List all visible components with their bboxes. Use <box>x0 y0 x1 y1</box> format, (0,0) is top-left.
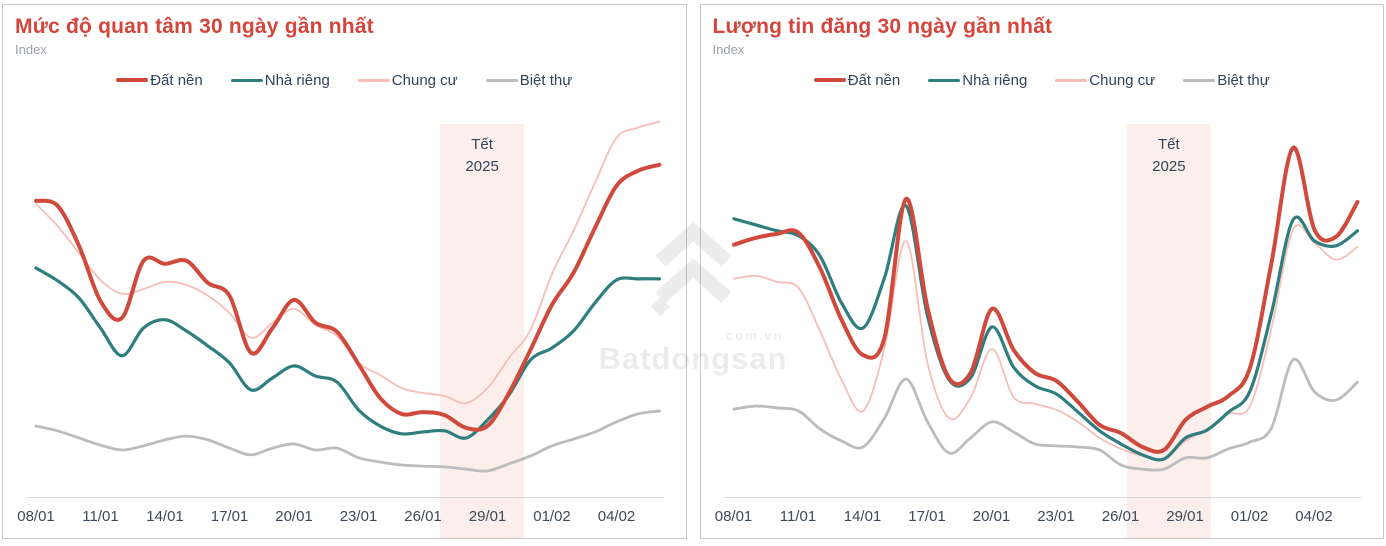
listings-chart-panel: Lượng tin đăng 30 ngày gần nhất Index Đấ… <box>699 4 1384 539</box>
chart-plot-area[interactable]: Tết 2025 <box>26 104 664 538</box>
legend-swatch-biet-thu <box>485 78 518 82</box>
legend-swatch-dat-nen <box>813 78 846 82</box>
x-tick-20-01: 20/01 <box>972 508 1011 525</box>
x-tick-23-01: 23/01 <box>1037 508 1075 525</box>
legend-swatch-chung-cu <box>357 78 390 82</box>
x-tick-01-02: 01/02 <box>1230 508 1269 525</box>
legend-swatch-chung-cu <box>1055 78 1088 82</box>
tet-band-label: Tết 2025 <box>1127 134 1211 178</box>
x-tick-20-01: 20/01 <box>275 508 313 525</box>
x-tick-08-01: 08/01 <box>17 508 55 525</box>
legend-item-nha-rieng[interactable]: Nhà riêng <box>928 72 1027 89</box>
series-line-dat-nen <box>36 165 660 430</box>
tet-band-label-line1: Tết <box>1158 136 1180 153</box>
x-tick-01-02: 01/02 <box>533 508 571 525</box>
chart-subtitle: Index <box>712 42 745 57</box>
legend-label-biet-thu: Biệt thự <box>519 71 573 89</box>
chart-title: Lượng tin đăng 30 ngày gần nhất <box>712 15 1053 38</box>
tet-band-label-line2: 2025 <box>465 158 499 175</box>
x-tick-17-01: 17/01 <box>210 508 249 525</box>
series-line-nha-rieng <box>734 205 1358 460</box>
x-tick-04-02: 04/02 <box>597 508 636 525</box>
legend-item-biet-thu[interactable]: Biệt thự <box>1183 72 1270 89</box>
legend-label-dat-nen: Đất nền <box>150 71 203 89</box>
x-axis-labels: 08/01 11/01 14/01 17/01 20/01 23/01 26/01 29/01… <box>715 508 1358 528</box>
series-line-chung-cu <box>36 122 660 404</box>
legend-swatch-nha-rieng <box>928 78 961 82</box>
chart-subtitle: Index <box>15 42 47 57</box>
series-line-biet-thu <box>36 411 660 471</box>
x-tick-23-01: 23/01 <box>339 508 378 525</box>
chart-plot-area[interactable]: Tết 2025 <box>723 104 1361 538</box>
legend-swatch-biet-thu <box>1183 78 1216 82</box>
series-line-dat-nen <box>734 148 1358 452</box>
x-tick-29-01: 29/01 <box>1166 508 1204 525</box>
tet-band-label: Tết 2025 <box>440 134 524 178</box>
legend: Đất nền Nhà riêng Chung cư Biệt thự <box>3 70 686 90</box>
legend-label-chung-cu: Chung cư <box>391 71 458 89</box>
x-tick-17-01: 17/01 <box>908 508 946 525</box>
interest-chart-header: Mức độ quan tâm 30 ngày gần nhất Index <box>3 5 686 57</box>
x-tick-14-01: 14/01 <box>146 508 184 525</box>
legend-label-dat-nen: Đất nền <box>847 71 901 89</box>
x-tick-14-01: 14/01 <box>843 508 882 525</box>
x-tick-04-02: 04/02 <box>1295 508 1333 525</box>
legend-label-chung-cu: Chung cư <box>1089 71 1156 89</box>
legend-label-nha-rieng: Nhà riêng <box>962 71 1028 89</box>
legend-swatch-nha-rieng <box>230 78 263 82</box>
line-chart-svg[interactable] <box>734 104 1358 498</box>
legend-swatch-dat-nen <box>116 78 149 82</box>
line-chart-svg[interactable] <box>36 104 660 498</box>
legend-item-chung-cu[interactable]: Chung cư <box>1055 72 1155 89</box>
legend-item-biet-thu[interactable]: Biệt thự <box>485 71 573 89</box>
x-tick-08-01: 08/01 <box>714 508 753 525</box>
legend-item-chung-cu[interactable]: Chung cư <box>357 71 458 89</box>
interest-chart-panel: Mức độ quan tâm 30 ngày gần nhất Index Đ… <box>2 4 687 539</box>
tet-band-label-line2: 2025 <box>1152 158 1186 175</box>
x-tick-29-01: 29/01 <box>468 508 507 525</box>
x-axis-labels: 08/01 11/01 14/01 17/01 20/01 23/01 26/01 29/01… <box>17 508 660 528</box>
series-line-chung-cu <box>734 225 1358 460</box>
series-line-biet-thu <box>734 359 1358 470</box>
tet-band-label-line1: Tết <box>471 136 493 153</box>
x-tick-11-01: 11/01 <box>779 508 817 525</box>
x-tick-26-01: 26/01 <box>404 508 442 525</box>
legend: Đất nền Nhà riêng Chung cư Biệt thự <box>701 70 1384 90</box>
chart-title: Mức độ quan tâm 30 ngày gần nhất <box>15 15 374 38</box>
legend-item-dat-nen[interactable]: Đất nền <box>813 71 901 89</box>
x-tick-11-01: 11/01 <box>82 508 119 525</box>
series-line-nha-rieng <box>36 268 660 438</box>
legend-item-nha-rieng[interactable]: Nhà riêng <box>230 71 330 89</box>
listings-chart-header: Lượng tin đăng 30 ngày gần nhất Index <box>701 5 1384 57</box>
legend-item-dat-nen[interactable]: Đất nền <box>116 72 203 89</box>
x-axis-line <box>26 497 664 498</box>
legend-label-nha-rieng: Nhà riêng <box>264 71 330 89</box>
x-axis-line <box>723 497 1361 498</box>
legend-label-biet-thu: Biệt thự <box>1217 71 1270 89</box>
x-tick-26-01: 26/01 <box>1101 508 1140 525</box>
